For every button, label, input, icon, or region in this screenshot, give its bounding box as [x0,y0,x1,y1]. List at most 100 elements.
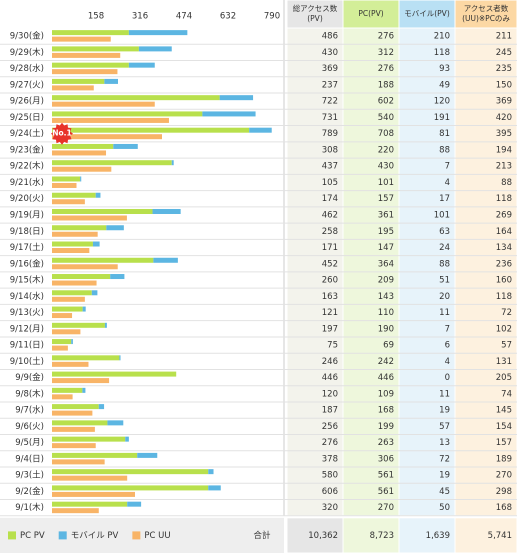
bar [52,313,73,319]
bar [104,322,107,328]
bar [52,410,93,416]
bar [91,290,98,296]
cell-value: 211 [496,32,512,42]
bar [106,225,124,231]
bar [52,491,135,497]
cell-total-pv: 378 [322,454,338,464]
date-label: 9/13(火) [10,308,44,318]
bar [152,208,181,214]
bar [52,69,118,75]
date-label: 9/5(月) [15,438,44,448]
bar [95,192,101,198]
cell-value: 157 [378,194,394,204]
bar [52,378,110,384]
cell-total-pv: 486 [322,32,338,42]
bar [52,264,118,270]
footer-cell [454,517,518,553]
cell-value: 210 [434,32,450,42]
x-tick-label: 632 [220,12,236,22]
bar [82,387,86,393]
bar [128,62,155,68]
bar [52,355,120,361]
bar [52,290,92,296]
date-label: 9/30(金) [10,31,44,42]
bar [52,280,97,286]
date-label: 9/15(木) [10,275,44,286]
footer-cell [342,517,400,553]
bar [52,322,105,328]
cell-value: 72 [501,308,512,318]
bar [52,30,129,36]
badge-label: No.1 [52,129,72,138]
date-label: 9/8(木) [15,388,44,399]
cell-value: 194 [496,145,512,155]
cell-value: 50 [439,503,450,513]
cell-value: 147 [378,243,394,253]
x-tick-label: 474 [176,12,192,22]
bar [208,485,221,491]
cell-value: 191 [434,113,450,123]
cell-total-pv: 237 [322,80,338,90]
bar [52,443,96,449]
bar [52,345,68,351]
cell-value: 160 [496,276,512,286]
date-label: 9/6(火) [15,422,44,432]
bar [52,160,172,166]
cell-value: 420 [496,113,512,123]
cell-value: 602 [378,97,394,107]
bar [52,199,85,205]
cell-value: 199 [378,422,394,432]
bar [52,501,128,507]
total-value: 1,639 [426,531,450,541]
cell-value: 157 [496,438,512,448]
cell-value: 4 [445,357,450,367]
bar [52,436,126,442]
cell-value: 74 [501,389,512,399]
header-label: モバイル(PV) [404,9,450,18]
cell-value: 0 [445,373,450,383]
cell-value: 561 [378,487,394,497]
cell-value: 120 [434,97,450,107]
cell-value: 209 [378,276,394,286]
bar [52,215,127,221]
date-label: 9/29(木) [10,47,44,58]
date-label: 9/24(土) [10,128,44,139]
cell-total-pv: 276 [322,438,338,448]
date-label: 9/26(月) [10,97,44,107]
cell-total-pv: 197 [322,324,338,334]
bar [52,176,81,182]
date-label: 9/11(日) [10,341,44,351]
cell-value: 88 [501,178,512,188]
cell-value: 102 [496,324,512,334]
cell-value: 7 [445,324,450,334]
header-label: (PV) [307,14,323,23]
cell-value: 269 [496,210,512,220]
bar [137,452,158,458]
date-label: 9/25(日) [10,113,44,123]
cell-total-pv: 256 [322,422,338,432]
cell-value: 118 [496,292,512,302]
x-tick-label: 790 [264,12,280,22]
bar [52,248,90,254]
cell-value: 6 [445,341,450,351]
header-cell [286,0,344,29]
cell-value: 245 [496,48,512,58]
cell-value: 57 [439,422,450,432]
cell-value: 49 [439,80,450,90]
bar [82,306,86,312]
bar [52,150,107,156]
date-label: 9/21(水) [10,177,44,188]
date-label: 9/23(金) [10,144,44,155]
bar [52,508,99,514]
bar [52,46,139,52]
bar [52,95,220,101]
cell-total-pv: 722 [322,97,338,107]
bar [202,111,256,117]
bar [52,387,83,393]
cell-value: 205 [496,373,512,383]
total-value: 10,362 [308,531,338,541]
cell-value: 276 [378,32,394,42]
bar [52,231,98,237]
legend-swatch [58,531,67,540]
